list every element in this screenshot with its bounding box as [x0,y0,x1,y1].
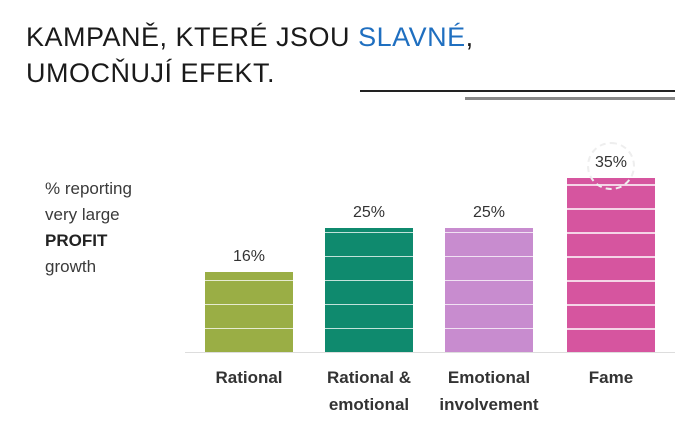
bar [325,227,413,352]
y-label-line: very large [45,205,120,224]
baseline [185,352,675,353]
bar-stripe [325,327,413,330]
y-label-line: % reporting [45,179,132,198]
bar-stripe [567,232,655,234]
bar-stripe [567,280,655,282]
bar-stripe [325,279,413,282]
bar-stripe [445,231,533,234]
value-label: 25% [352,203,386,221]
title-line: UMOCŇUJÍ EFEKT. [26,58,275,89]
x-tick-label: Fame [588,368,634,387]
y-label-line: growth [45,257,97,276]
x-tick-label: Emotional involvement [439,368,539,414]
bar-stripe [567,328,655,330]
bar-stripe [205,279,293,282]
value-label: 16% [232,248,266,266]
bar-stripe [325,303,413,306]
bar-stripe [567,304,655,306]
y-axis-label: % reporting very large PROFIT growth [45,176,132,280]
value-label: 25% [472,203,506,221]
bar-stripe [445,255,533,258]
rule [360,90,675,92]
bar-stripe [445,303,533,306]
bar-stripe [567,208,655,210]
y-label-line: PROFIT [45,231,108,250]
rule [465,97,675,100]
bar-stripe [325,255,413,258]
bar [445,227,533,352]
title-line: KAMPANĚ, KTERÉ JSOU SLAVNÉ, [26,22,474,53]
x-tick-label: Rational & emotional [326,368,412,414]
bar-stripe [445,327,533,330]
title-text: , [465,22,474,52]
bar-stripe [325,231,413,234]
x-tick-label: Rational [215,368,283,387]
bar-stripe [567,256,655,258]
bar-stripe [205,327,293,330]
bar [567,178,655,352]
title-text: KAMPANĚ, KTERÉ JSOU [26,22,351,52]
bar-stripe [445,279,533,282]
title-text: UMOCŇUJÍ EFEKT. [26,58,276,88]
bar [205,272,293,352]
bar-stripe [205,303,293,306]
title-highlight: SLAVNÉ [358,22,466,52]
highlight-ring [587,142,635,190]
